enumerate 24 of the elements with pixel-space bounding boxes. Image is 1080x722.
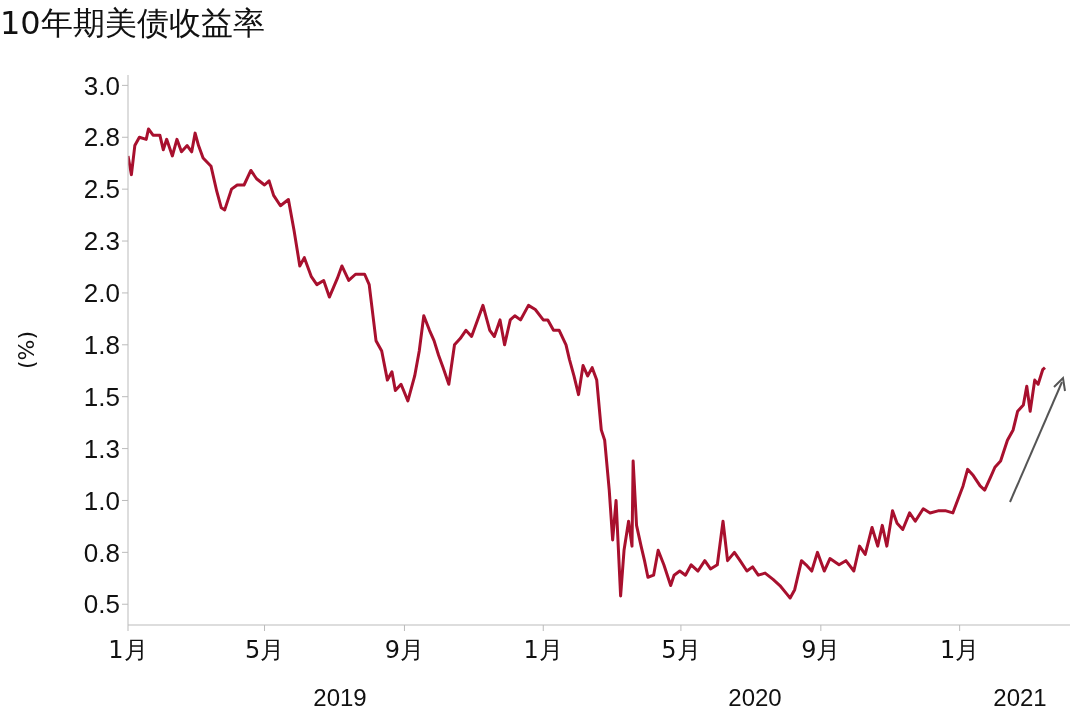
x-tick-label: 1月 — [108, 636, 148, 665]
line-series — [128, 127, 1047, 600]
y-tick-label: 1.5 — [83, 381, 120, 412]
y-tick-label: 1.0 — [83, 485, 120, 516]
y-tick-label: 1.8 — [83, 330, 120, 361]
x-tick-label: 5月 — [661, 636, 701, 665]
y-tick-label: 2.8 — [83, 122, 120, 153]
y-tick-label: 2.3 — [83, 226, 120, 257]
y-tick-label: 2.5 — [83, 174, 120, 205]
x-tick-label: 9月 — [384, 636, 425, 665]
text: 2021 — [993, 684, 1047, 712]
y-tick-label: 3.0 — [83, 70, 120, 101]
x-tick-label: 5月 — [244, 636, 285, 665]
y-tick-label: 0.5 — [83, 589, 120, 620]
x-tick-label: 9月 — [801, 636, 841, 665]
text: 2020 — [728, 684, 782, 712]
x-tick-label: 1月 — [523, 636, 563, 665]
y-tick-label: 2.0 — [83, 278, 120, 309]
chart-title: 10年期美债收益率 — [0, 3, 265, 44]
x-tick-label: 1月 — [940, 636, 980, 665]
y-axis-title: (%) — [13, 330, 39, 370]
text: 2019 — [313, 684, 367, 712]
y-tick-label: 1.3 — [83, 433, 120, 464]
y-tick-label: 0.8 — [83, 537, 120, 568]
